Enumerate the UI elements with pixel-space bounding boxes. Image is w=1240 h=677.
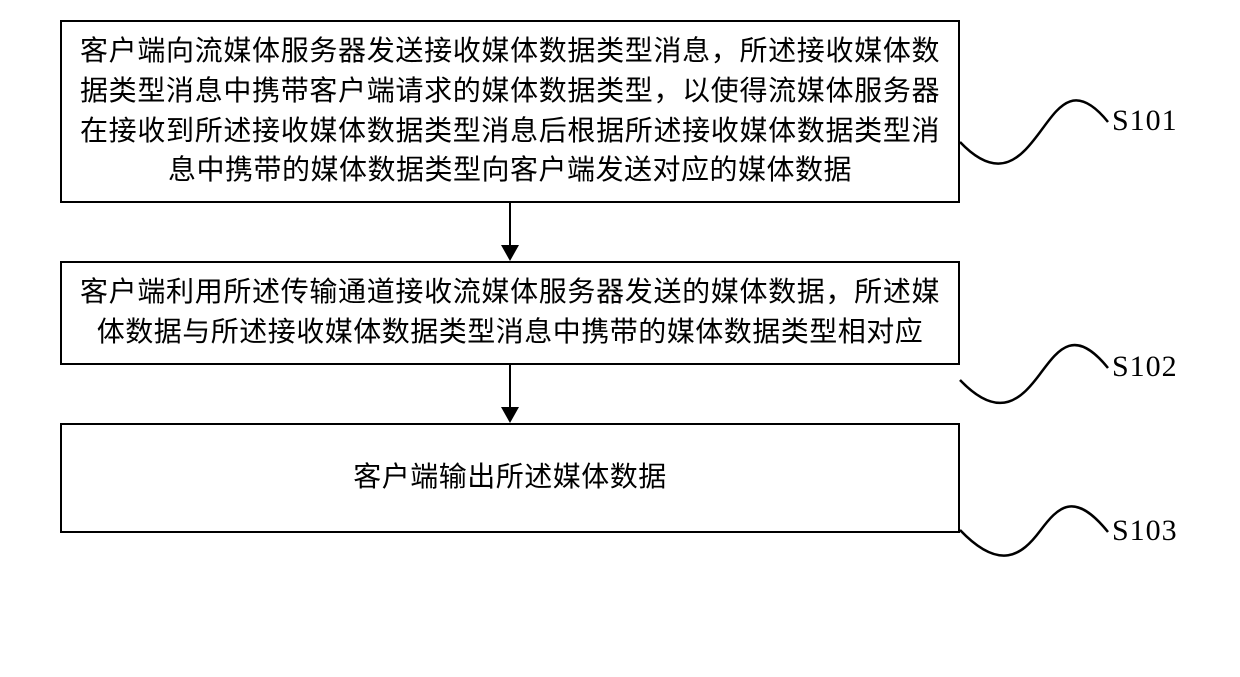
connector-s101: [960, 72, 1108, 192]
arrow-line: [509, 365, 511, 411]
flowchart-canvas: 客户端向流媒体服务器发送接收媒体数据类型消息，所述接收媒体数据类型消息中携带客户…: [60, 20, 1200, 657]
step-box-s102: 客户端利用所述传输通道接收流媒体服务器发送的媒体数据，所述媒体数据与所述接收媒体…: [60, 261, 960, 365]
step-label-s102: S102: [1112, 350, 1178, 384]
step-text-s101: 客户端向流媒体服务器发送接收媒体数据类型消息，所述接收媒体数据类型消息中携带客户…: [80, 32, 940, 191]
flow-column: 客户端向流媒体服务器发送接收媒体数据类型消息，所述接收媒体数据类型消息中携带客户…: [60, 20, 960, 533]
step-text-s103: 客户端输出所述媒体数据: [353, 458, 667, 498]
step-box-s101: 客户端向流媒体服务器发送接收媒体数据类型消息，所述接收媒体数据类型消息中携带客户…: [60, 20, 960, 203]
arrow-s101-s102: [509, 203, 511, 261]
arrow-head-icon: [501, 245, 519, 261]
connector-s103: [960, 480, 1108, 582]
step-label-s103: S103: [1112, 514, 1178, 548]
arrow-s102-s103: [509, 365, 511, 423]
connector-s102: [960, 318, 1108, 430]
step-label-s101: S101: [1112, 104, 1178, 138]
arrow-head-icon: [501, 407, 519, 423]
step-text-s102: 客户端利用所述传输通道接收流媒体服务器发送的媒体数据，所述媒体数据与所述接收媒体…: [80, 273, 940, 353]
step-box-s103: 客户端输出所述媒体数据: [60, 423, 960, 533]
arrow-line: [509, 203, 511, 249]
